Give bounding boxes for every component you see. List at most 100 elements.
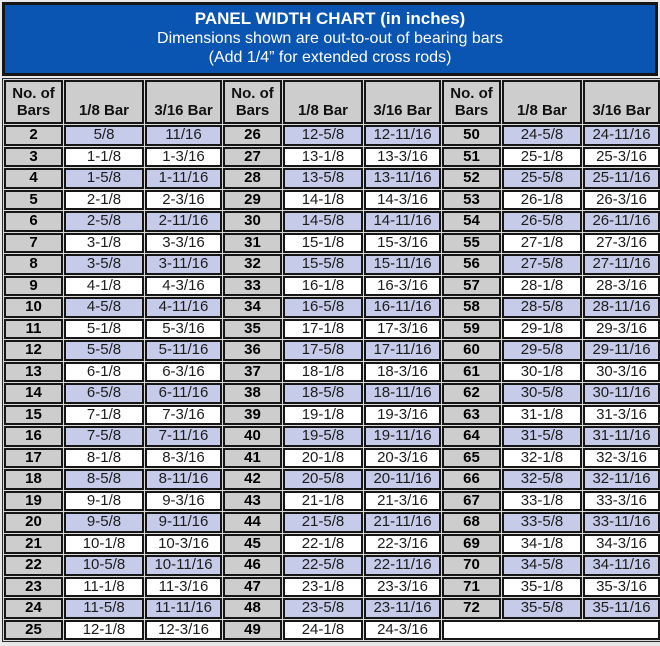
width-three-sixteenth-bar-cell: 18-11/16 (364, 383, 441, 404)
width-eighth-bar-cell: 16-5/8 (283, 297, 363, 318)
bars-count-cell: 7 (4, 232, 63, 253)
width-three-sixteenth-bar-cell: 22-11/16 (364, 555, 441, 576)
width-eighth-bar-cell: 35-5/8 (502, 598, 582, 619)
width-three-sixteenth-bar-cell: 8-3/16 (145, 447, 222, 468)
bars-count-cell: 50 (442, 125, 501, 146)
width-three-sixteenth-bar-cell: 28-11/16 (583, 297, 660, 318)
width-eighth-bar-cell: 1-5/8 (64, 168, 144, 189)
column-header-no-of-bars: No. of Bars (223, 80, 282, 124)
bars-count-cell: 47 (223, 576, 282, 597)
bars-count-cell: 19 (4, 490, 63, 511)
width-eighth-bar-cell: 26-5/8 (502, 211, 582, 232)
width-eighth-bar-cell: 4-5/8 (64, 297, 144, 318)
bars-count-cell: 15 (4, 404, 63, 425)
width-eighth-bar-cell: 30-5/8 (502, 383, 582, 404)
bars-count-cell: 32 (223, 254, 282, 275)
width-three-sixteenth-bar-cell: 29-11/16 (583, 340, 660, 361)
bars-count-cell: 65 (442, 447, 501, 468)
bars-count-cell: 55 (442, 232, 501, 253)
width-eighth-bar-cell: 6-5/8 (64, 383, 144, 404)
width-three-sixteenth-bar-cell: 17-3/16 (364, 318, 441, 339)
width-three-sixteenth-bar-cell: 2-3/16 (145, 189, 222, 210)
bars-count-cell: 54 (442, 211, 501, 232)
bars-count-cell: 49 (223, 619, 282, 640)
width-eighth-bar-cell: 19-1/8 (283, 404, 363, 425)
bars-count-cell: 51 (442, 146, 501, 167)
bars-count-cell: 48 (223, 598, 282, 619)
column-header-eighth-bar: 1/8 Bar (283, 80, 363, 124)
bars-count-cell: 70 (442, 555, 501, 576)
width-eighth-bar-cell: 14-1/8 (283, 189, 363, 210)
width-three-sixteenth-bar-cell: 21-3/16 (364, 490, 441, 511)
bars-count-cell: 4 (4, 168, 63, 189)
width-three-sixteenth-bar-cell: 4-3/16 (145, 275, 222, 296)
width-eighth-bar-cell: 9-1/8 (64, 490, 144, 511)
column-header-eighth-bar: 1/8 Bar (64, 80, 144, 124)
width-three-sixteenth-bar-cell: 26-3/16 (583, 189, 660, 210)
bars-count-cell: 30 (223, 211, 282, 232)
table-row: 7 3-1/8 3-3/16 31 15-1/8 15-3/16 55 27-1/8 27-3/… (4, 232, 660, 253)
width-eighth-bar-cell: 13-5/8 (283, 168, 363, 189)
width-eighth-bar-cell: 15-5/8 (283, 254, 363, 275)
width-eighth-bar-cell: 25-1/8 (502, 146, 582, 167)
width-three-sixteenth-bar-cell: 24-11/16 (583, 125, 660, 146)
width-three-sixteenth-bar-cell: 9-11/16 (145, 512, 222, 533)
width-eighth-bar-cell: 33-1/8 (502, 490, 582, 511)
width-three-sixteenth-bar-cell: 14-11/16 (364, 211, 441, 232)
width-eighth-bar-cell: 23-1/8 (283, 576, 363, 597)
width-eighth-bar-cell: 35-1/8 (502, 576, 582, 597)
bars-count-cell: 8 (4, 254, 63, 275)
table-row: 17 8-1/8 8-3/16 41 20-1/8 20-3/16 65 32-1/8 32-3… (4, 447, 660, 468)
width-three-sixteenth-bar-cell: 22-3/16 (364, 533, 441, 554)
width-eighth-bar-cell: 10-1/8 (64, 533, 144, 554)
table-row: 8 3-5/8 3-11/16 32 15-5/8 15-11/16 56 27-5/8 27-… (4, 254, 660, 275)
bars-count-cell: 21 (4, 533, 63, 554)
width-three-sixteenth-bar-cell: 3-3/16 (145, 232, 222, 253)
width-eighth-bar-cell: 1-1/8 (64, 146, 144, 167)
table-row: 12 5-5/8 5-11/16 36 17-5/8 17-11/16 60 29-5/8 29… (4, 340, 660, 361)
width-three-sixteenth-bar-cell: 10-11/16 (145, 555, 222, 576)
bars-count-cell: 66 (442, 469, 501, 490)
width-eighth-bar-cell: 2-1/8 (64, 189, 144, 210)
width-three-sixteenth-bar-cell: 6-3/16 (145, 361, 222, 382)
width-three-sixteenth-bar-cell: 32-11/16 (583, 469, 660, 490)
bars-count-cell: 36 (223, 340, 282, 361)
width-three-sixteenth-bar-cell: 23-11/16 (364, 598, 441, 619)
column-header-no-of-bars: No. of Bars (442, 80, 501, 124)
width-three-sixteenth-bar-cell: 34-11/16 (583, 555, 660, 576)
table-row: 23 11-1/8 11-3/16 47 23-1/8 23-3/16 71 35-1/8 35… (4, 576, 660, 597)
bars-count-cell: 72 (442, 598, 501, 619)
width-three-sixteenth-bar-cell: 31-3/16 (583, 404, 660, 425)
table-row: 6 2-5/8 2-11/16 30 14-5/8 14-11/16 54 26-5/8 26-… (4, 211, 660, 232)
width-three-sixteenth-bar-cell: 23-3/16 (364, 576, 441, 597)
bars-count-cell: 37 (223, 361, 282, 382)
bars-count-cell: 61 (442, 361, 501, 382)
bars-count-cell: 62 (442, 383, 501, 404)
chart-title-banner: PANEL WIDTH CHART (in inches) Dimensions… (2, 2, 658, 76)
bars-count-cell: 14 (4, 383, 63, 404)
width-eighth-bar-cell: 26-1/8 (502, 189, 582, 210)
width-three-sixteenth-bar-cell: 25-3/16 (583, 146, 660, 167)
width-three-sixteenth-bar-cell: 26-11/16 (583, 211, 660, 232)
width-three-sixteenth-bar-cell: 5-3/16 (145, 318, 222, 339)
table-row: 21 10-1/8 10-3/16 45 22-1/8 22-3/16 69 34-1/8 34… (4, 533, 660, 554)
bars-count-cell: 28 (223, 168, 282, 189)
width-eighth-bar-cell: 22-5/8 (283, 555, 363, 576)
bars-count-cell: 44 (223, 512, 282, 533)
width-three-sixteenth-bar-cell: 35-3/16 (583, 576, 660, 597)
bars-count-cell: 5 (4, 189, 63, 210)
width-three-sixteenth-bar-cell: 17-11/16 (364, 340, 441, 361)
width-three-sixteenth-bar-cell: 6-11/16 (145, 383, 222, 404)
table-row: 11 5-1/8 5-3/16 35 17-1/8 17-3/16 59 29-1/8 29-3… (4, 318, 660, 339)
column-header-eighth-bar: 1/8 Bar (502, 80, 582, 124)
bars-count-cell: 2 (4, 125, 63, 146)
header-row: No. of Bars 1/8 Bar 3/16 Bar No. of Bars 1/8… (4, 80, 660, 124)
width-eighth-bar-cell: 14-5/8 (283, 211, 363, 232)
width-eighth-bar-cell: 3-5/8 (64, 254, 144, 275)
column-header-three-sixteenth-bar: 3/16 Bar (145, 80, 222, 124)
width-eighth-bar-cell: 10-5/8 (64, 555, 144, 576)
width-eighth-bar-cell: 3-1/8 (64, 232, 144, 253)
width-eighth-bar-cell: 34-1/8 (502, 533, 582, 554)
width-three-sixteenth-bar-cell: 24-3/16 (364, 619, 441, 640)
width-eighth-bar-cell: 16-1/8 (283, 275, 363, 296)
